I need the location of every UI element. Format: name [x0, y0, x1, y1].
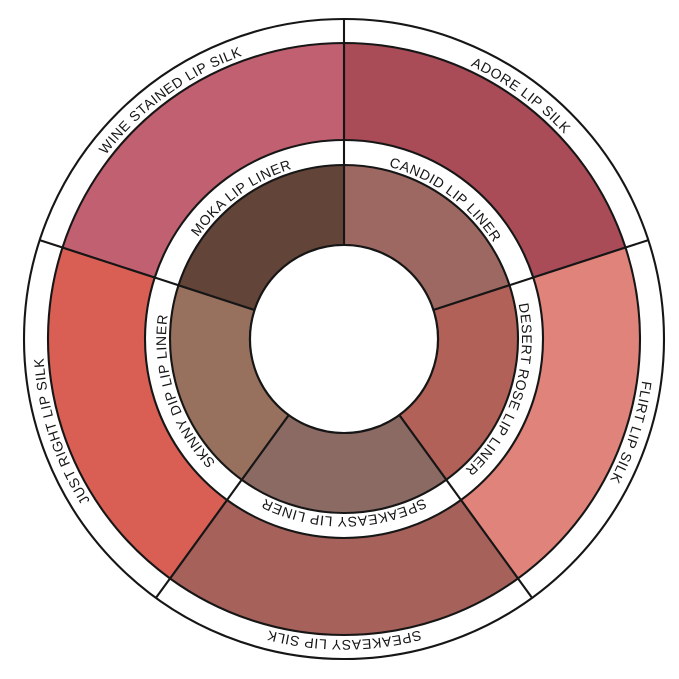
wheel-center-circle: [248, 243, 440, 435]
segment-divider-inner-2: [445, 479, 462, 501]
segment-divider-inner-3: [226, 479, 243, 501]
segment-divider-outer-1: [625, 239, 649, 249]
segment-divider-inner-4: [154, 276, 179, 287]
outer-segment-wine-stained-lip-silk: [61, 41, 346, 279]
segment-divider-outer-2: [517, 577, 533, 599]
segment-divider-outer-4: [39, 239, 63, 249]
segment-divider-outer-3: [155, 577, 171, 599]
segment-divider-inner-1: [509, 276, 534, 287]
